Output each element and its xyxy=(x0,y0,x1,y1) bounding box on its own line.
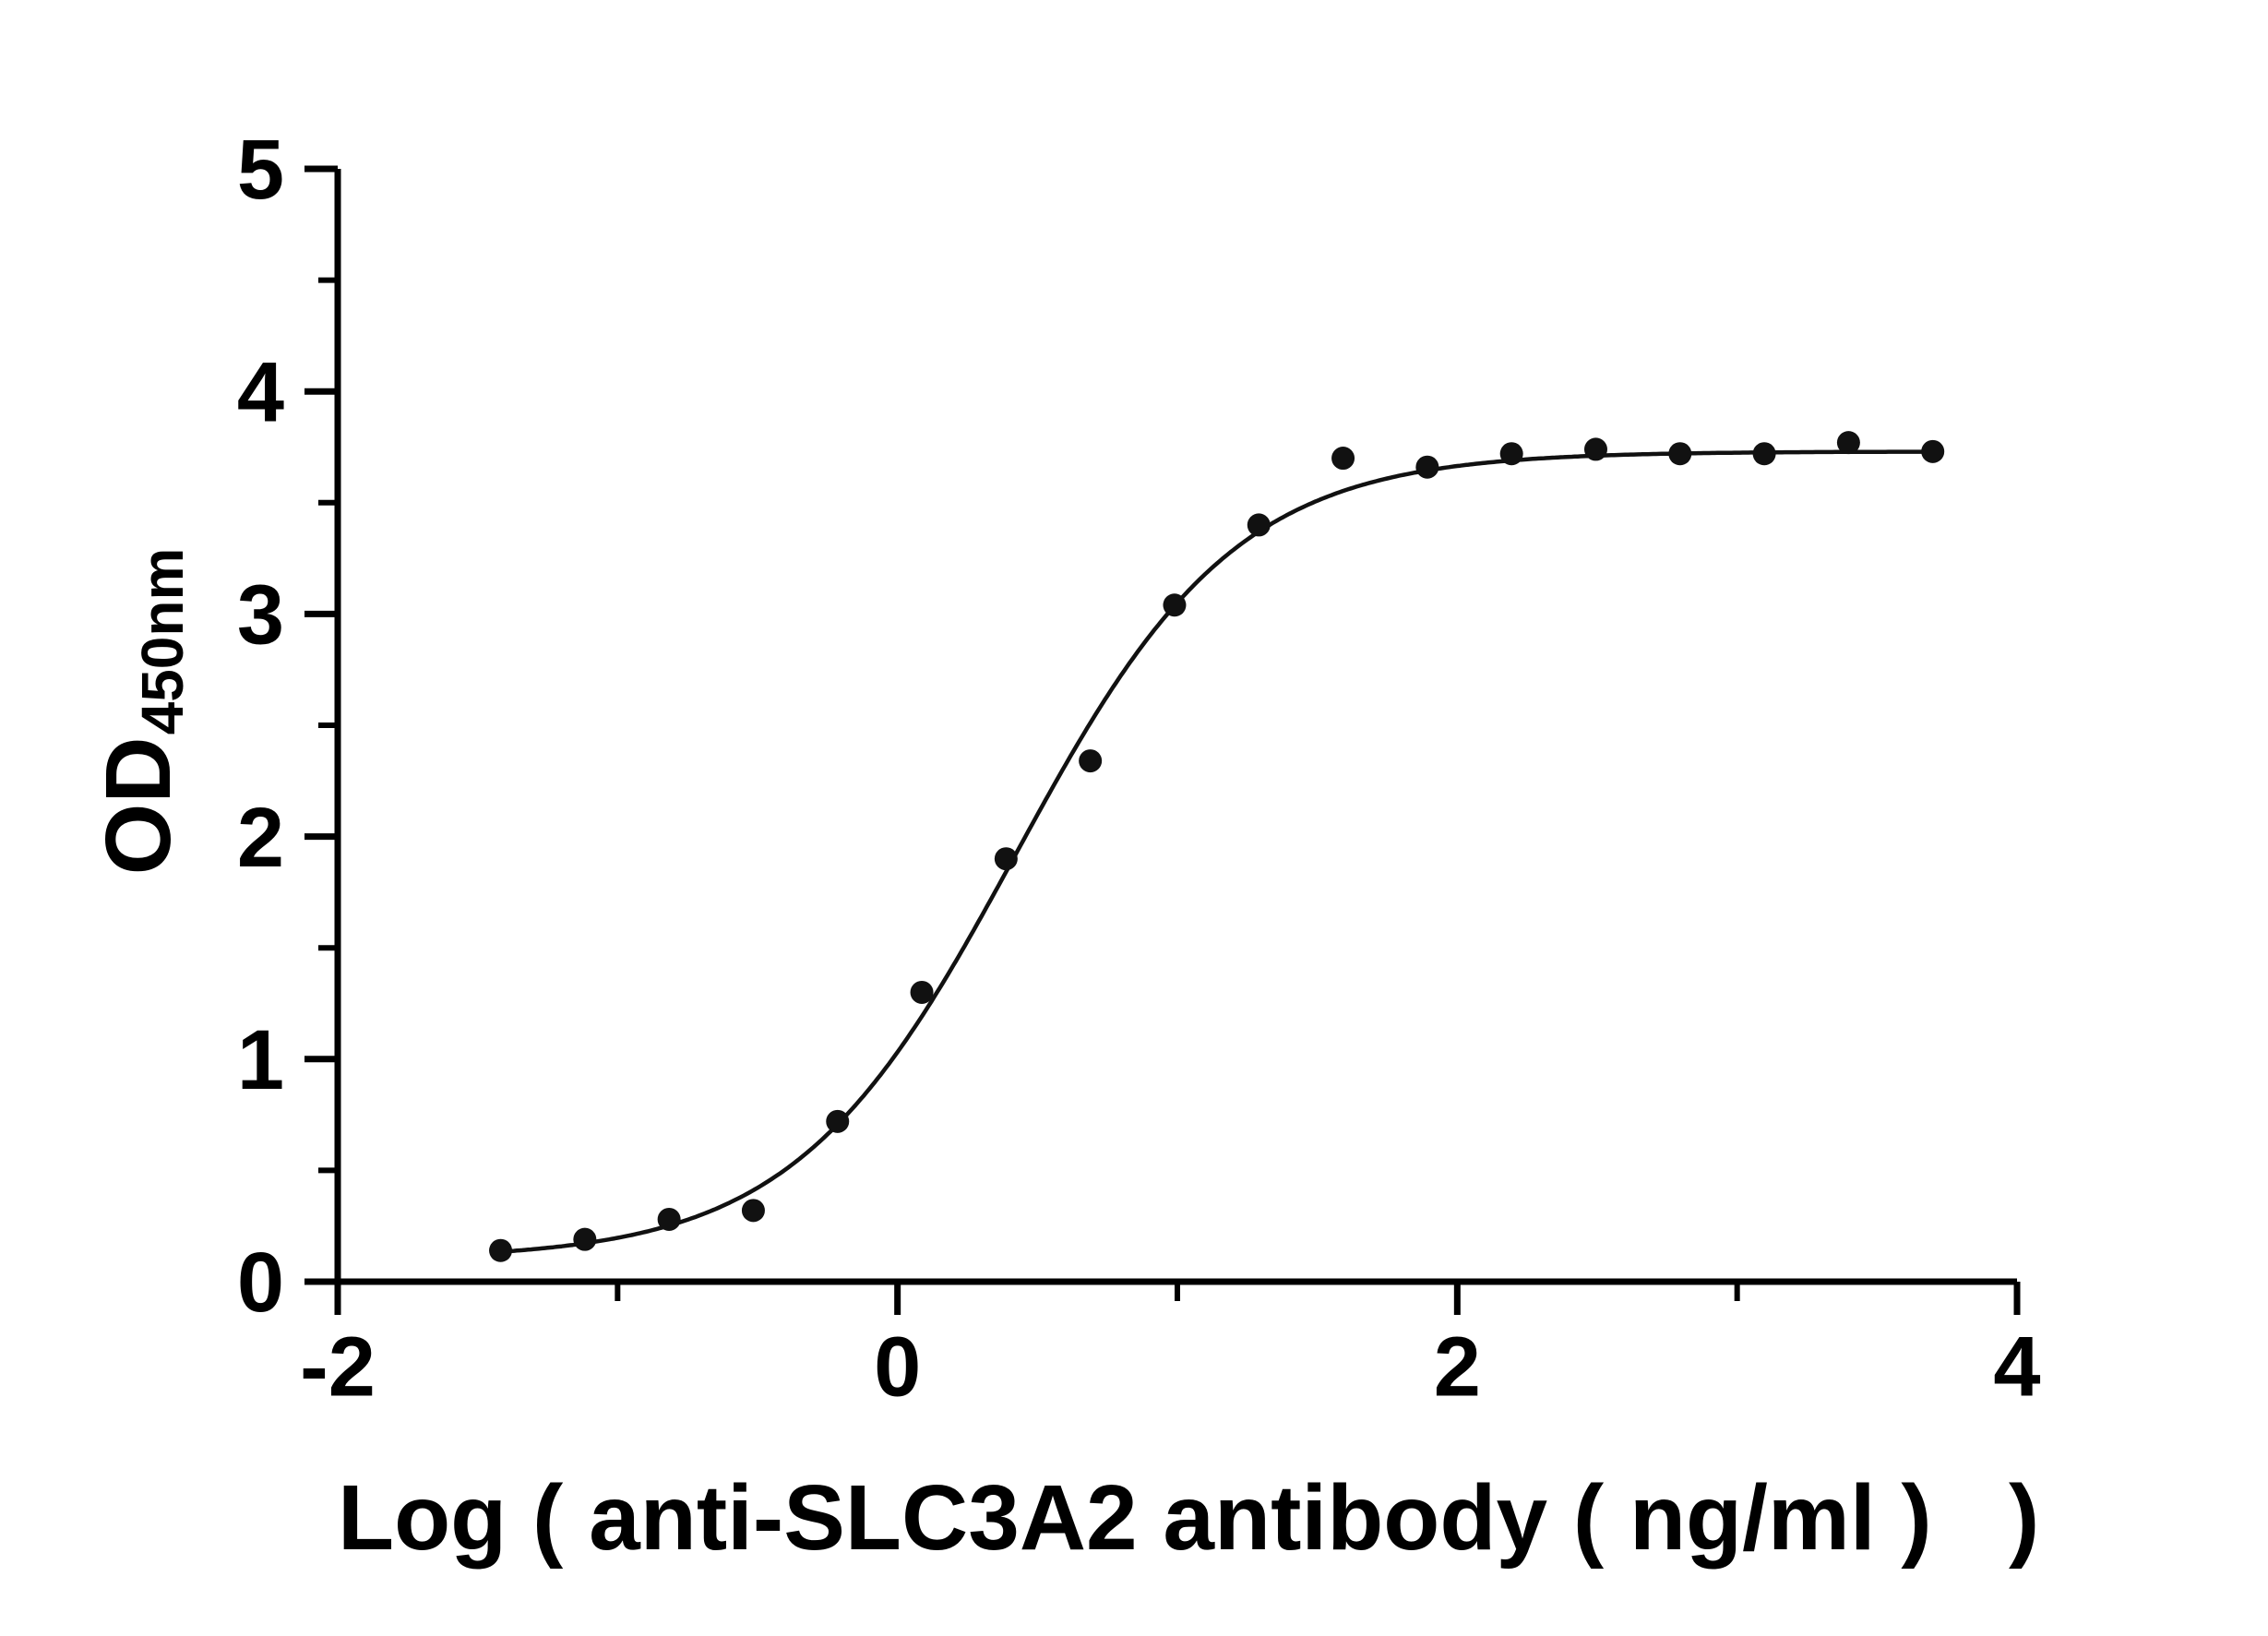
data-point xyxy=(910,980,934,1004)
y-tick-label: 1 xyxy=(237,1013,284,1107)
y-axis-title-main: OD xyxy=(86,736,190,876)
data-point xyxy=(1752,442,1776,466)
data-point xyxy=(1331,447,1355,471)
y-tick-label: 2 xyxy=(237,791,284,885)
data-point xyxy=(573,1227,597,1251)
data-point xyxy=(1499,442,1523,466)
y-tick-label: 4 xyxy=(237,345,284,439)
y-tick-label: 5 xyxy=(237,123,284,217)
data-point xyxy=(741,1199,765,1223)
data-point xyxy=(994,847,1018,871)
y-tick-label: 3 xyxy=(237,568,284,663)
data-point xyxy=(1415,455,1439,479)
data-point xyxy=(489,1238,513,1262)
data-point xyxy=(657,1207,681,1231)
data-point xyxy=(1668,442,1692,466)
y-tick-label: 0 xyxy=(237,1236,284,1330)
y-axis-title: OD 450nm xyxy=(74,388,203,1034)
x-tick-label: 4 xyxy=(1993,1320,2040,1414)
data-point xyxy=(1921,439,1945,463)
y-axis-title-subscript: 450nm xyxy=(129,547,196,735)
data-point xyxy=(826,1109,850,1133)
x-axis-title: Log ( anti-SLC3A2 antibody ( ng/ml ) ) xyxy=(338,1466,2040,1570)
data-point xyxy=(1079,749,1103,773)
fit-curve xyxy=(489,449,1941,1255)
x-tick-label: 0 xyxy=(874,1320,921,1414)
data-point xyxy=(1836,431,1860,455)
data-point xyxy=(1583,437,1607,461)
x-tick-label: -2 xyxy=(300,1320,376,1414)
data-point xyxy=(1163,593,1187,617)
x-tick-label: 2 xyxy=(1434,1320,1481,1414)
data-point xyxy=(1247,513,1271,537)
